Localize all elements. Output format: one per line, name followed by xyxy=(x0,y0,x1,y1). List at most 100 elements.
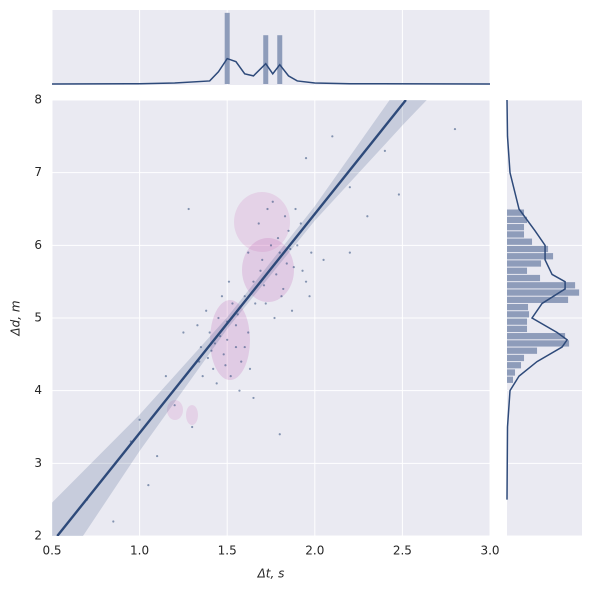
scatter-point xyxy=(196,324,199,327)
scatter-point xyxy=(243,295,246,298)
scatter-point xyxy=(275,273,278,276)
y-kde-line xyxy=(506,99,569,500)
scatter-point xyxy=(217,316,220,320)
scatter-point xyxy=(266,207,269,211)
scatter-point xyxy=(212,367,215,370)
scatter-point xyxy=(304,280,308,283)
y-hist-bar xyxy=(507,260,542,267)
regression-line xyxy=(56,100,407,536)
scatter-point xyxy=(296,244,299,247)
y-hist-bar xyxy=(507,267,528,274)
x-tick-label: 3.0 xyxy=(480,544,499,558)
scatter-point xyxy=(227,280,231,283)
scatter-point xyxy=(112,520,115,523)
scatter-point xyxy=(187,207,190,211)
x-tick-label: 2.5 xyxy=(393,544,412,558)
scatter-point xyxy=(236,313,239,316)
scatter-point xyxy=(348,251,351,254)
y-tick-label: 6 xyxy=(34,238,42,252)
scatter-point xyxy=(269,244,273,247)
scatter-point xyxy=(240,360,243,363)
scatter-point xyxy=(248,367,252,370)
y-tick-label: 3 xyxy=(34,456,42,470)
scatter-point xyxy=(199,345,203,349)
y-tick-label: 7 xyxy=(34,165,42,179)
scatter-point xyxy=(222,353,225,356)
scatter-point xyxy=(252,396,255,400)
y-hist-bar xyxy=(507,311,530,318)
scatter-point xyxy=(299,222,302,225)
scatter-point xyxy=(294,207,297,211)
scatter-point xyxy=(261,258,264,261)
scatter-point xyxy=(273,316,276,320)
y-axis-label: Δd, m xyxy=(9,300,23,336)
y-hist-bar xyxy=(507,224,525,231)
scatter-point xyxy=(164,375,167,378)
y-tick-label: 4 xyxy=(34,383,42,397)
y-hist-bar xyxy=(507,282,576,289)
scatter-point xyxy=(219,335,222,338)
x-hist-bar xyxy=(277,35,283,84)
x-tick-label: 1.0 xyxy=(130,544,149,558)
y-hist-bar xyxy=(507,231,525,238)
scatter-point xyxy=(383,149,386,152)
x-tick-label: 2.0 xyxy=(305,544,324,558)
y-hist-bar xyxy=(507,347,538,354)
scatter-point xyxy=(290,309,294,312)
y-hist-bar xyxy=(507,362,522,369)
y-hist-bar xyxy=(507,318,528,325)
scatter-point xyxy=(213,342,217,345)
scatter-point xyxy=(138,418,141,421)
scatter-point xyxy=(147,484,150,487)
y-hist-bar xyxy=(507,289,580,296)
y-tick-label: 5 xyxy=(34,311,42,325)
scatter-point xyxy=(234,345,238,349)
scatter-point xyxy=(210,349,213,352)
scatter-point xyxy=(262,284,266,287)
scatter-point xyxy=(257,222,260,225)
density-contour xyxy=(234,192,290,252)
scatter-point xyxy=(224,364,227,367)
y-hist-bar xyxy=(507,333,566,340)
y-hist-bar xyxy=(507,354,525,362)
x-axis-label: Δt, s xyxy=(257,567,285,581)
y-hist-bar xyxy=(507,274,541,282)
scatter-point xyxy=(348,186,351,189)
scatter-point xyxy=(206,356,210,360)
scatter-point xyxy=(276,236,280,240)
scatter-point xyxy=(231,302,234,305)
scatter-point xyxy=(310,251,313,254)
margins xyxy=(51,12,580,500)
y-hist-bar xyxy=(507,296,569,303)
scatter-point xyxy=(322,258,325,261)
scatter-point xyxy=(254,302,257,305)
labels: Δt, s Δd, m 0.5 1.0 1.5 2.0 2.5 3.0 2 3 4 5 6 7 8 xyxy=(9,93,500,581)
x-hist-bar xyxy=(263,35,269,84)
y-hist-bar xyxy=(507,238,533,245)
scatter-point xyxy=(226,338,229,341)
scatter-point xyxy=(308,295,311,298)
scatter-point xyxy=(220,295,224,298)
density-contours xyxy=(167,192,294,425)
y-hist-bar xyxy=(507,369,516,376)
y-hist-bar xyxy=(507,245,549,253)
density-contour xyxy=(210,300,250,380)
scatter-point xyxy=(264,302,267,305)
scatter-point xyxy=(271,200,274,203)
scatter-point xyxy=(238,389,241,392)
scatter-point xyxy=(453,127,457,131)
y-hist-bar xyxy=(507,303,529,311)
scatter-point xyxy=(285,262,288,265)
plot-area xyxy=(52,100,457,536)
scatter-point xyxy=(397,193,400,196)
scatter-point xyxy=(191,425,194,429)
scatter-point xyxy=(173,404,176,407)
x-tick-label: 0.5 xyxy=(42,544,61,558)
y-hist-bar xyxy=(507,216,528,224)
scatter-point xyxy=(234,324,238,327)
y-hist-bar xyxy=(507,340,570,347)
scatter-point xyxy=(205,309,208,312)
scatter-point xyxy=(247,331,250,334)
scatter-point xyxy=(182,331,185,334)
x-tick-label: 1.5 xyxy=(218,544,237,558)
